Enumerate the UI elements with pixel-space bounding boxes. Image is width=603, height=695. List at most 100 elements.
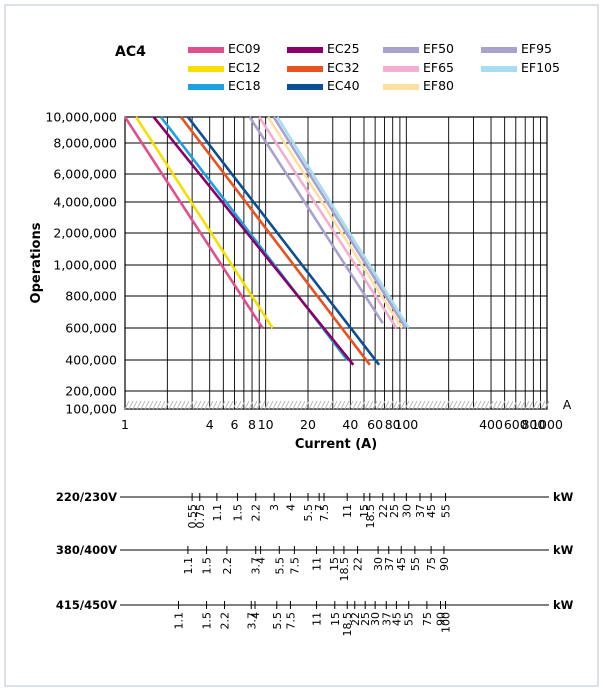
kw-tick-label: 18.5 bbox=[341, 612, 354, 637]
legend-swatch-ef50 bbox=[383, 47, 419, 53]
legend-swatch-ec09 bbox=[188, 47, 224, 53]
kw-tick-label: 25 bbox=[359, 612, 372, 626]
y-tick-label: 4,000,000 bbox=[53, 195, 117, 210]
legend-swatch-ef105 bbox=[481, 66, 517, 72]
bottom-hatch bbox=[300, 400, 306, 410]
kw-tick-label: 55 bbox=[403, 612, 416, 626]
kw-tick-label: 2.2 bbox=[219, 612, 232, 630]
bottom-hatch bbox=[384, 400, 390, 410]
bottom-hatch bbox=[488, 400, 494, 410]
bottom-hatch bbox=[400, 400, 406, 410]
bottom-hatch bbox=[168, 400, 174, 410]
bottom-hatch bbox=[388, 400, 394, 410]
x-tick-label: 6 bbox=[230, 417, 238, 432]
bottom-hatch bbox=[136, 400, 142, 410]
bottom-hatch bbox=[152, 400, 158, 410]
bottom-hatch bbox=[460, 400, 466, 410]
bottom-hatch bbox=[484, 400, 490, 410]
legend-label-ef105: EF105 bbox=[521, 60, 560, 75]
bottom-hatch bbox=[532, 400, 538, 410]
x-tick-label: 400 bbox=[479, 417, 503, 432]
kw-tick-label: 3.7 bbox=[250, 557, 263, 575]
bottom-hatch bbox=[364, 400, 370, 410]
kw-tick-label: 5.5 bbox=[302, 504, 315, 522]
bottom-hatch bbox=[232, 400, 238, 410]
chart-title: AC4 bbox=[115, 44, 146, 60]
bottom-hatch bbox=[156, 400, 162, 410]
kw-tick-label: 90 bbox=[438, 557, 451, 571]
legend-label-ec12: EC12 bbox=[228, 60, 261, 75]
bottom-hatch bbox=[504, 400, 510, 410]
bottom-hatch bbox=[188, 400, 194, 410]
bottom-hatch bbox=[376, 400, 382, 410]
kw-tick-label: 15 bbox=[329, 612, 342, 626]
kw-tick-label: 15 bbox=[328, 557, 341, 571]
bottom-hatch bbox=[544, 400, 550, 410]
x-axis-unit: A bbox=[563, 397, 572, 412]
kw-tick-label: 1.1 bbox=[182, 557, 195, 575]
bottom-hatch bbox=[412, 400, 418, 410]
bottom-hatch bbox=[348, 400, 354, 410]
series-line-ec25 bbox=[152, 116, 355, 366]
voltage-label: 415/450V bbox=[56, 598, 117, 612]
x-tick-label: 800 bbox=[521, 417, 545, 432]
bottom-hatch bbox=[260, 400, 266, 410]
bottom-hatch bbox=[436, 400, 442, 410]
x-tick-label: 60 bbox=[367, 417, 383, 432]
bottom-hatch bbox=[340, 400, 346, 410]
kw-tick-label: 30 bbox=[372, 557, 385, 571]
kw-tick-label: 5.5 bbox=[271, 612, 284, 630]
bottom-hatch bbox=[344, 400, 350, 410]
bottom-hatch bbox=[296, 400, 302, 410]
bottom-hatch bbox=[476, 400, 482, 410]
kw-tick-label: 11 bbox=[341, 504, 354, 518]
bottom-hatch bbox=[456, 400, 462, 410]
power-scales: 220/230V kW0.550.75 1.1 1.5 2.2 3 4 5.577.5 11 15… bbox=[56, 490, 574, 637]
legend-swatch-ec18 bbox=[188, 84, 224, 90]
bottom-hatch bbox=[204, 400, 210, 410]
kw-tick-label: 1.1 bbox=[172, 612, 185, 630]
kw-tick-label: 7.5 bbox=[288, 557, 301, 575]
bottom-hatch bbox=[440, 400, 446, 410]
voltage-label: 380/400V bbox=[56, 543, 117, 557]
bottom-hatch bbox=[356, 400, 362, 410]
x-tick-label: 100 bbox=[394, 417, 418, 432]
bottom-hatch bbox=[524, 400, 530, 410]
bottom-hatch bbox=[536, 400, 542, 410]
legend-swatch-ef95 bbox=[481, 47, 517, 53]
y-axis-label: Operations bbox=[29, 222, 44, 303]
bottom-hatch bbox=[428, 400, 434, 410]
kw-tick-label: 4 bbox=[255, 557, 268, 564]
legend-label-ec18: EC18 bbox=[228, 78, 261, 93]
y-tick-label: 200,000 bbox=[65, 384, 117, 399]
bottom-hatch bbox=[420, 400, 426, 410]
bottom-hatch bbox=[444, 400, 450, 410]
bottom-hatch bbox=[184, 400, 190, 410]
bottom-hatch bbox=[468, 400, 474, 410]
legend-swatch-ec12 bbox=[188, 66, 224, 72]
bottom-hatch bbox=[256, 400, 262, 410]
x-tick-label: 10 bbox=[258, 417, 274, 432]
kw-tick-label: 7.5 bbox=[284, 612, 297, 630]
bottom-hatch bbox=[240, 400, 246, 410]
bottom-hatch bbox=[196, 400, 202, 410]
series-line-ef105 bbox=[276, 116, 410, 329]
legend-swatch-ec25 bbox=[287, 47, 323, 53]
bottom-hatch bbox=[452, 400, 458, 410]
bottom-hatch bbox=[336, 400, 342, 410]
bottom-hatch bbox=[244, 400, 250, 410]
legend-swatch-ec32 bbox=[287, 66, 323, 72]
kw-tick-label: 15 bbox=[358, 504, 371, 518]
kw-unit-label: kW bbox=[553, 543, 574, 557]
bottom-hatch bbox=[140, 400, 146, 410]
x-tick-label: 80 bbox=[385, 417, 401, 432]
bottom-hatch bbox=[308, 400, 314, 410]
bottom-hatch bbox=[320, 400, 326, 410]
bottom-hatch bbox=[472, 400, 478, 410]
bottom-hatch bbox=[332, 400, 338, 410]
bottom-hatch bbox=[316, 400, 322, 410]
bottom-hatch bbox=[288, 400, 294, 410]
kw-tick-label: 0.55 bbox=[186, 504, 199, 529]
series-line-ef65 bbox=[258, 116, 398, 329]
bottom-hatch bbox=[448, 400, 454, 410]
